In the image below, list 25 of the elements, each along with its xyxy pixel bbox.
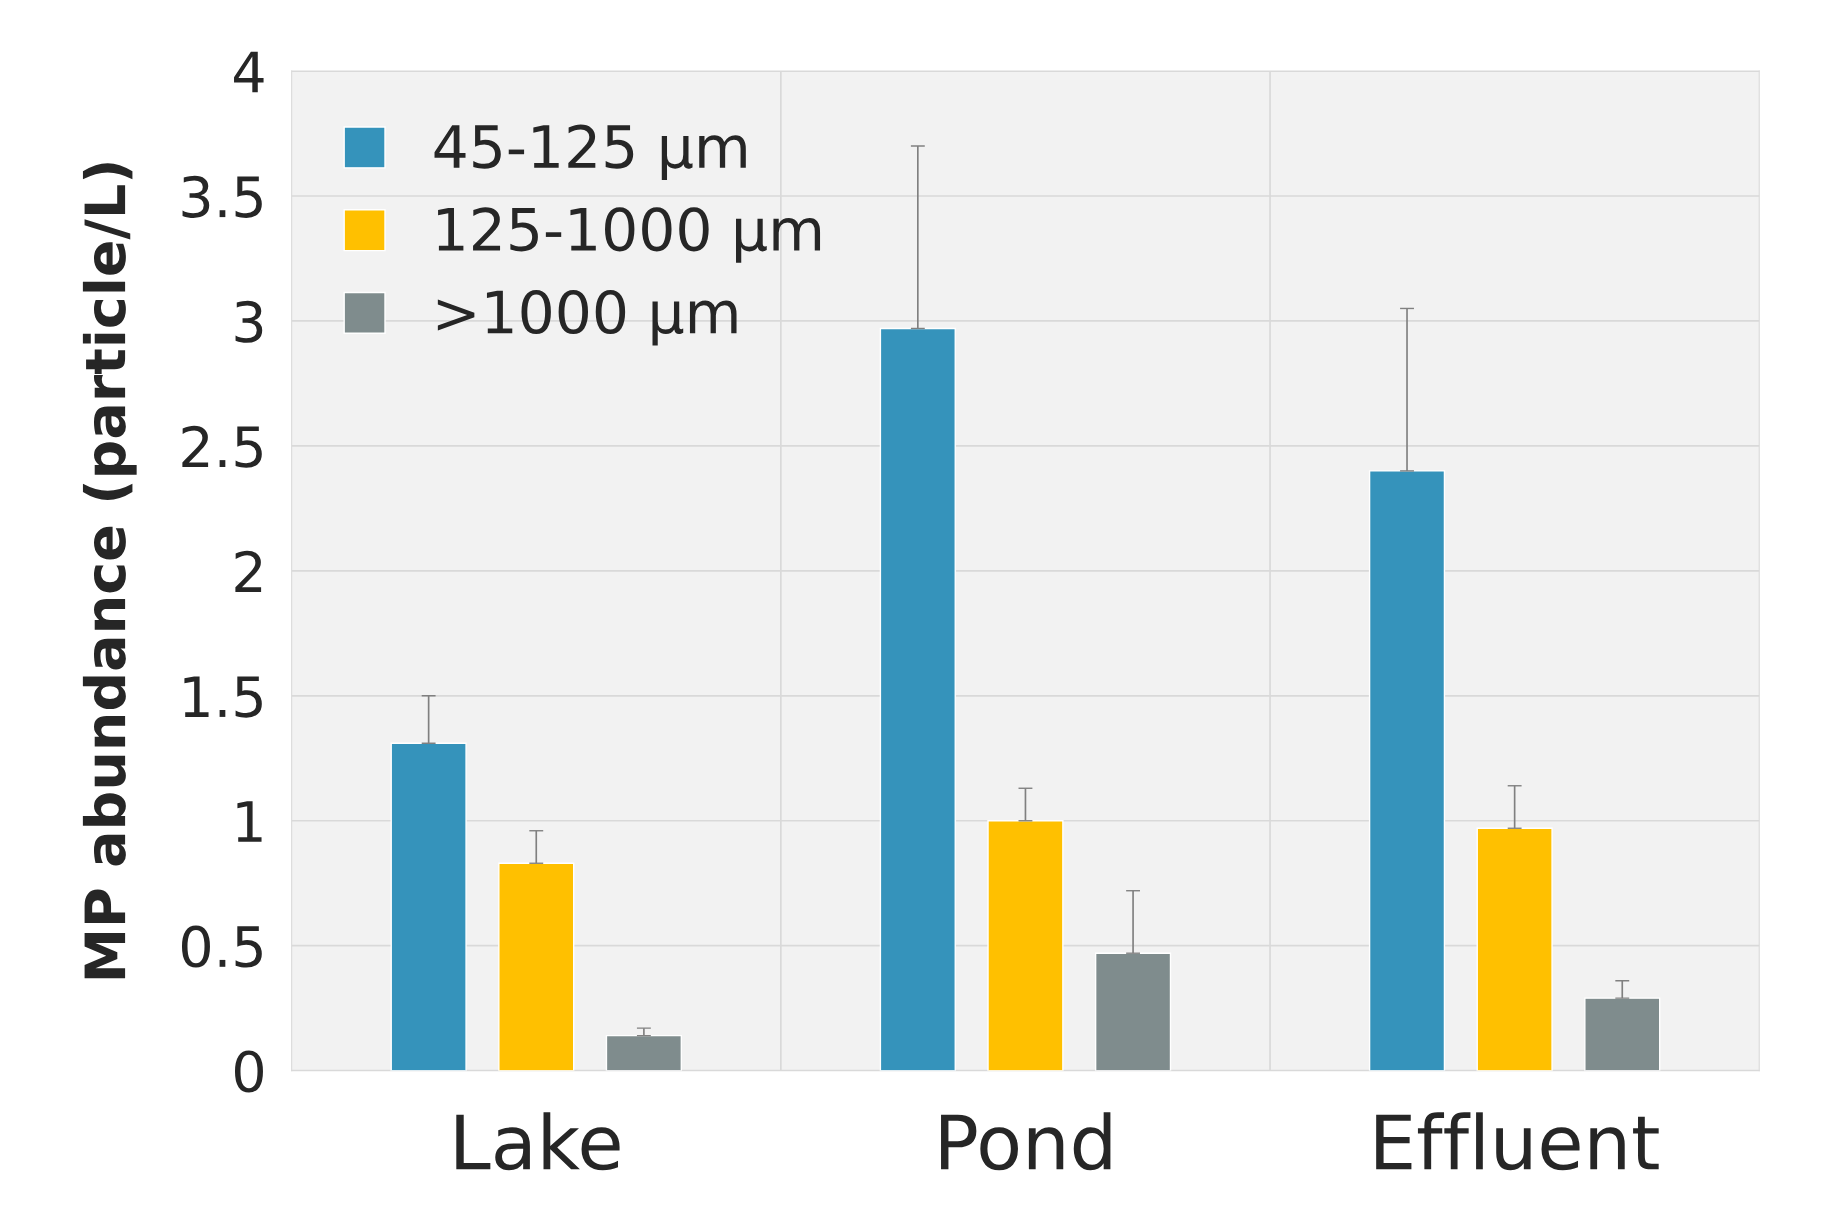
y-tick-label: 2 <box>235 550 262 592</box>
bar <box>390 742 467 1071</box>
bar <box>1584 997 1661 1071</box>
y-tick-label: 2.5 <box>182 425 262 468</box>
y-axis-title: MP abundance (particle/L) <box>82 163 137 979</box>
bar <box>987 820 1064 1071</box>
x-tick-label: Effluent <box>1376 1112 1659 1171</box>
bar <box>879 327 956 1071</box>
legend-label: 125-1000 µm <box>438 207 821 263</box>
y-tick-label: 4 <box>234 51 264 93</box>
y-tick-label: 0.5 <box>181 925 262 968</box>
x-tick-label: Lake <box>456 1112 620 1171</box>
legend-label: 45-125 µm <box>434 124 746 181</box>
bar <box>1476 827 1553 1071</box>
y-tick-label: 1 <box>237 801 262 842</box>
x-tick-label: Pond <box>941 1112 1111 1171</box>
y-tick-label: 3 <box>235 300 263 343</box>
bar <box>1094 952 1172 1071</box>
y-tick-label: 3.5 <box>182 175 262 218</box>
bar <box>1368 470 1446 1071</box>
bar <box>498 862 575 1071</box>
y-tick-label: 1.5 <box>184 676 262 718</box>
y-tick-label: 0 <box>234 1050 263 1093</box>
bar <box>605 1034 683 1071</box>
legend-label: >1000 µm <box>437 289 737 346</box>
